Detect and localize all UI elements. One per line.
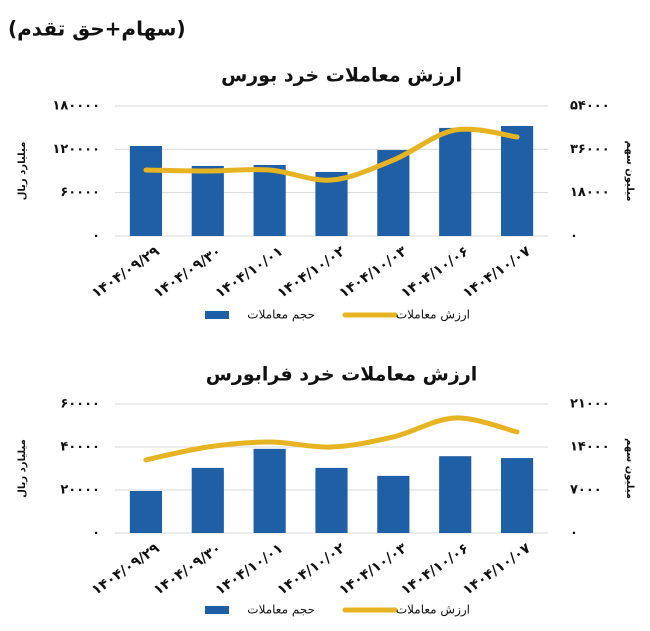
x-tick-label: ۱۴۰۴/۰۹/۳۰ bbox=[151, 540, 225, 598]
y2-tick-label: ۲۱۰۰۰ bbox=[570, 397, 610, 412]
y-tick-label: ۱۲۰۰۰۰ bbox=[52, 142, 100, 157]
y2-axis-label: میلیون سهم bbox=[624, 140, 635, 201]
y-tick-label: ۰ bbox=[92, 526, 100, 541]
x-tick-label: ۱۴۰۴/۱۰/۰۳ bbox=[336, 243, 410, 301]
line bbox=[143, 126, 520, 183]
x-tick-label: ۱۴۰۴/۰۹/۲۹ bbox=[89, 243, 163, 301]
chart-title: ارزش معاملات خرد فرابورس bbox=[206, 364, 478, 386]
legend-label: حجم معاملات bbox=[247, 308, 315, 322]
y-tick-label: ۴۰۰۰۰ bbox=[60, 440, 100, 455]
y-tick-label: ۰ bbox=[92, 229, 100, 244]
x-tick-label: ۱۴۰۴/۱۰/۰۶ bbox=[398, 243, 472, 301]
y-tick-label: ۶۰۰۰۰ bbox=[60, 397, 100, 412]
y2-axis-label: میلیون سهم bbox=[624, 438, 635, 499]
bar bbox=[129, 145, 163, 236]
legend-label: حجم معاملات bbox=[247, 603, 315, 617]
heading: (سهام+حق تقدم) bbox=[8, 17, 186, 41]
x-tick-label: ۱۴۰۴/۱۰/۰۱ bbox=[213, 243, 287, 301]
bar bbox=[439, 127, 472, 236]
bar bbox=[500, 458, 534, 533]
y2-tick-label: ۰ bbox=[570, 229, 578, 244]
y2-tick-label: ۰ bbox=[570, 526, 578, 541]
x-tick-label: ۱۴۰۴/۱۰/۰۷ bbox=[460, 243, 534, 301]
bar bbox=[191, 467, 224, 533]
bar bbox=[377, 475, 410, 533]
bar bbox=[129, 490, 163, 533]
x-tick-label: ۱۴۰۴/۱۰/۰۱ bbox=[213, 540, 287, 598]
y-axis-label: میلیارد ریال bbox=[17, 439, 28, 498]
legend-swatch bbox=[205, 311, 229, 319]
y2-tick-label: ۱۸۰۰۰ bbox=[570, 185, 610, 200]
bar bbox=[315, 171, 348, 236]
x-tick-label: ۱۴۰۴/۱۰/۰۳ bbox=[336, 540, 410, 598]
bar bbox=[439, 456, 472, 533]
y2-tick-label: ۱۴۰۰۰ bbox=[570, 440, 610, 455]
bar bbox=[253, 164, 286, 236]
legend-swatch bbox=[205, 606, 229, 614]
y2-tick-label: ۵۴۰۰۰ bbox=[570, 99, 610, 114]
bar bbox=[315, 467, 348, 533]
x-tick-label: ۱۴۰۴/۰۹/۲۹ bbox=[89, 540, 163, 598]
legend-label: ارزش معاملات bbox=[396, 308, 470, 323]
y-axis-label: میلیارد ریال bbox=[17, 142, 28, 201]
x-tick-label: ۱۴۰۴/۱۰/۰۲ bbox=[275, 540, 349, 598]
x-tick-label: ۱۴۰۴/۱۰/۰۶ bbox=[398, 540, 472, 598]
y2-tick-label: ۳۶۰۰۰ bbox=[570, 142, 610, 157]
x-tick-label: ۱۴۰۴/۱۰/۰۷ bbox=[460, 540, 534, 598]
x-tick-label: ۱۴۰۴/۱۰/۰۲ bbox=[275, 243, 349, 301]
y-tick-label: ۲۰۰۰۰ bbox=[60, 483, 100, 498]
legend-label: ارزش معاملات bbox=[396, 603, 470, 618]
line bbox=[143, 415, 520, 463]
x-tick-label: ۱۴۰۴/۰۹/۳۰ bbox=[151, 243, 225, 301]
y2-tick-label: ۷۰۰۰ bbox=[570, 483, 602, 498]
y-tick-label: ۶۰۰۰۰ bbox=[60, 185, 100, 200]
bar bbox=[191, 165, 224, 236]
y-tick-label: ۱۸۰۰۰۰ bbox=[52, 99, 100, 114]
chart-title: ارزش معاملات خرد بورس bbox=[221, 65, 462, 87]
bar bbox=[253, 448, 286, 533]
bar bbox=[500, 125, 534, 236]
